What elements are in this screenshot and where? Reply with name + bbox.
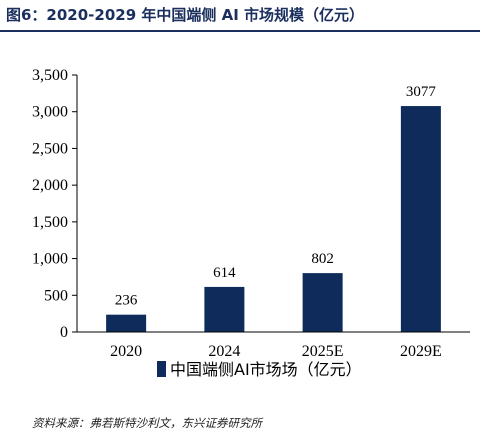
- bar: [204, 286, 245, 332]
- data-label: 614: [213, 265, 236, 281]
- y-tick-label: 1,000: [32, 251, 68, 268]
- bar: [106, 314, 147, 332]
- figure-title: 图6：2020-2029 年中国端侧 AI 市场规模（亿元）: [6, 6, 365, 24]
- y-tick-label: 500: [44, 287, 68, 304]
- y-axis: 0 500 1,000 1,500 2,000 2,500 3,000 3,500: [32, 67, 78, 341]
- x-tick-label: 2020: [110, 343, 142, 360]
- legend: 中国端侧AI市场场（亿元）: [157, 360, 362, 379]
- data-label: 802: [311, 251, 334, 267]
- x-tick-label: 2024: [208, 343, 240, 360]
- bar: [302, 273, 343, 332]
- x-tick-label: 2029E: [400, 343, 442, 360]
- bar: [400, 106, 441, 332]
- x-axis: 2020 2024 2025E 2029E: [77, 331, 470, 360]
- y-tick-label: 3,500: [32, 67, 68, 84]
- y-tick-label: 2,500: [32, 140, 68, 157]
- bars: 236 614 802 3077: [106, 84, 441, 332]
- y-tick-label: 2,000: [32, 177, 68, 194]
- x-tick-label: 2025E: [302, 343, 344, 360]
- source-note: 资料来源：弗若斯特沙利文，东兴证券研究所: [32, 416, 262, 430]
- data-label: 236: [115, 293, 138, 309]
- legend-swatch: [157, 361, 166, 377]
- legend-label: 中国端侧AI市场场（亿元）: [170, 360, 362, 379]
- title-underline: [0, 30, 480, 32]
- data-label: 3077: [406, 84, 437, 100]
- y-tick-label: 0: [60, 324, 68, 341]
- y-tick-label: 3,000: [32, 104, 68, 121]
- y-tick-label: 1,500: [32, 214, 68, 231]
